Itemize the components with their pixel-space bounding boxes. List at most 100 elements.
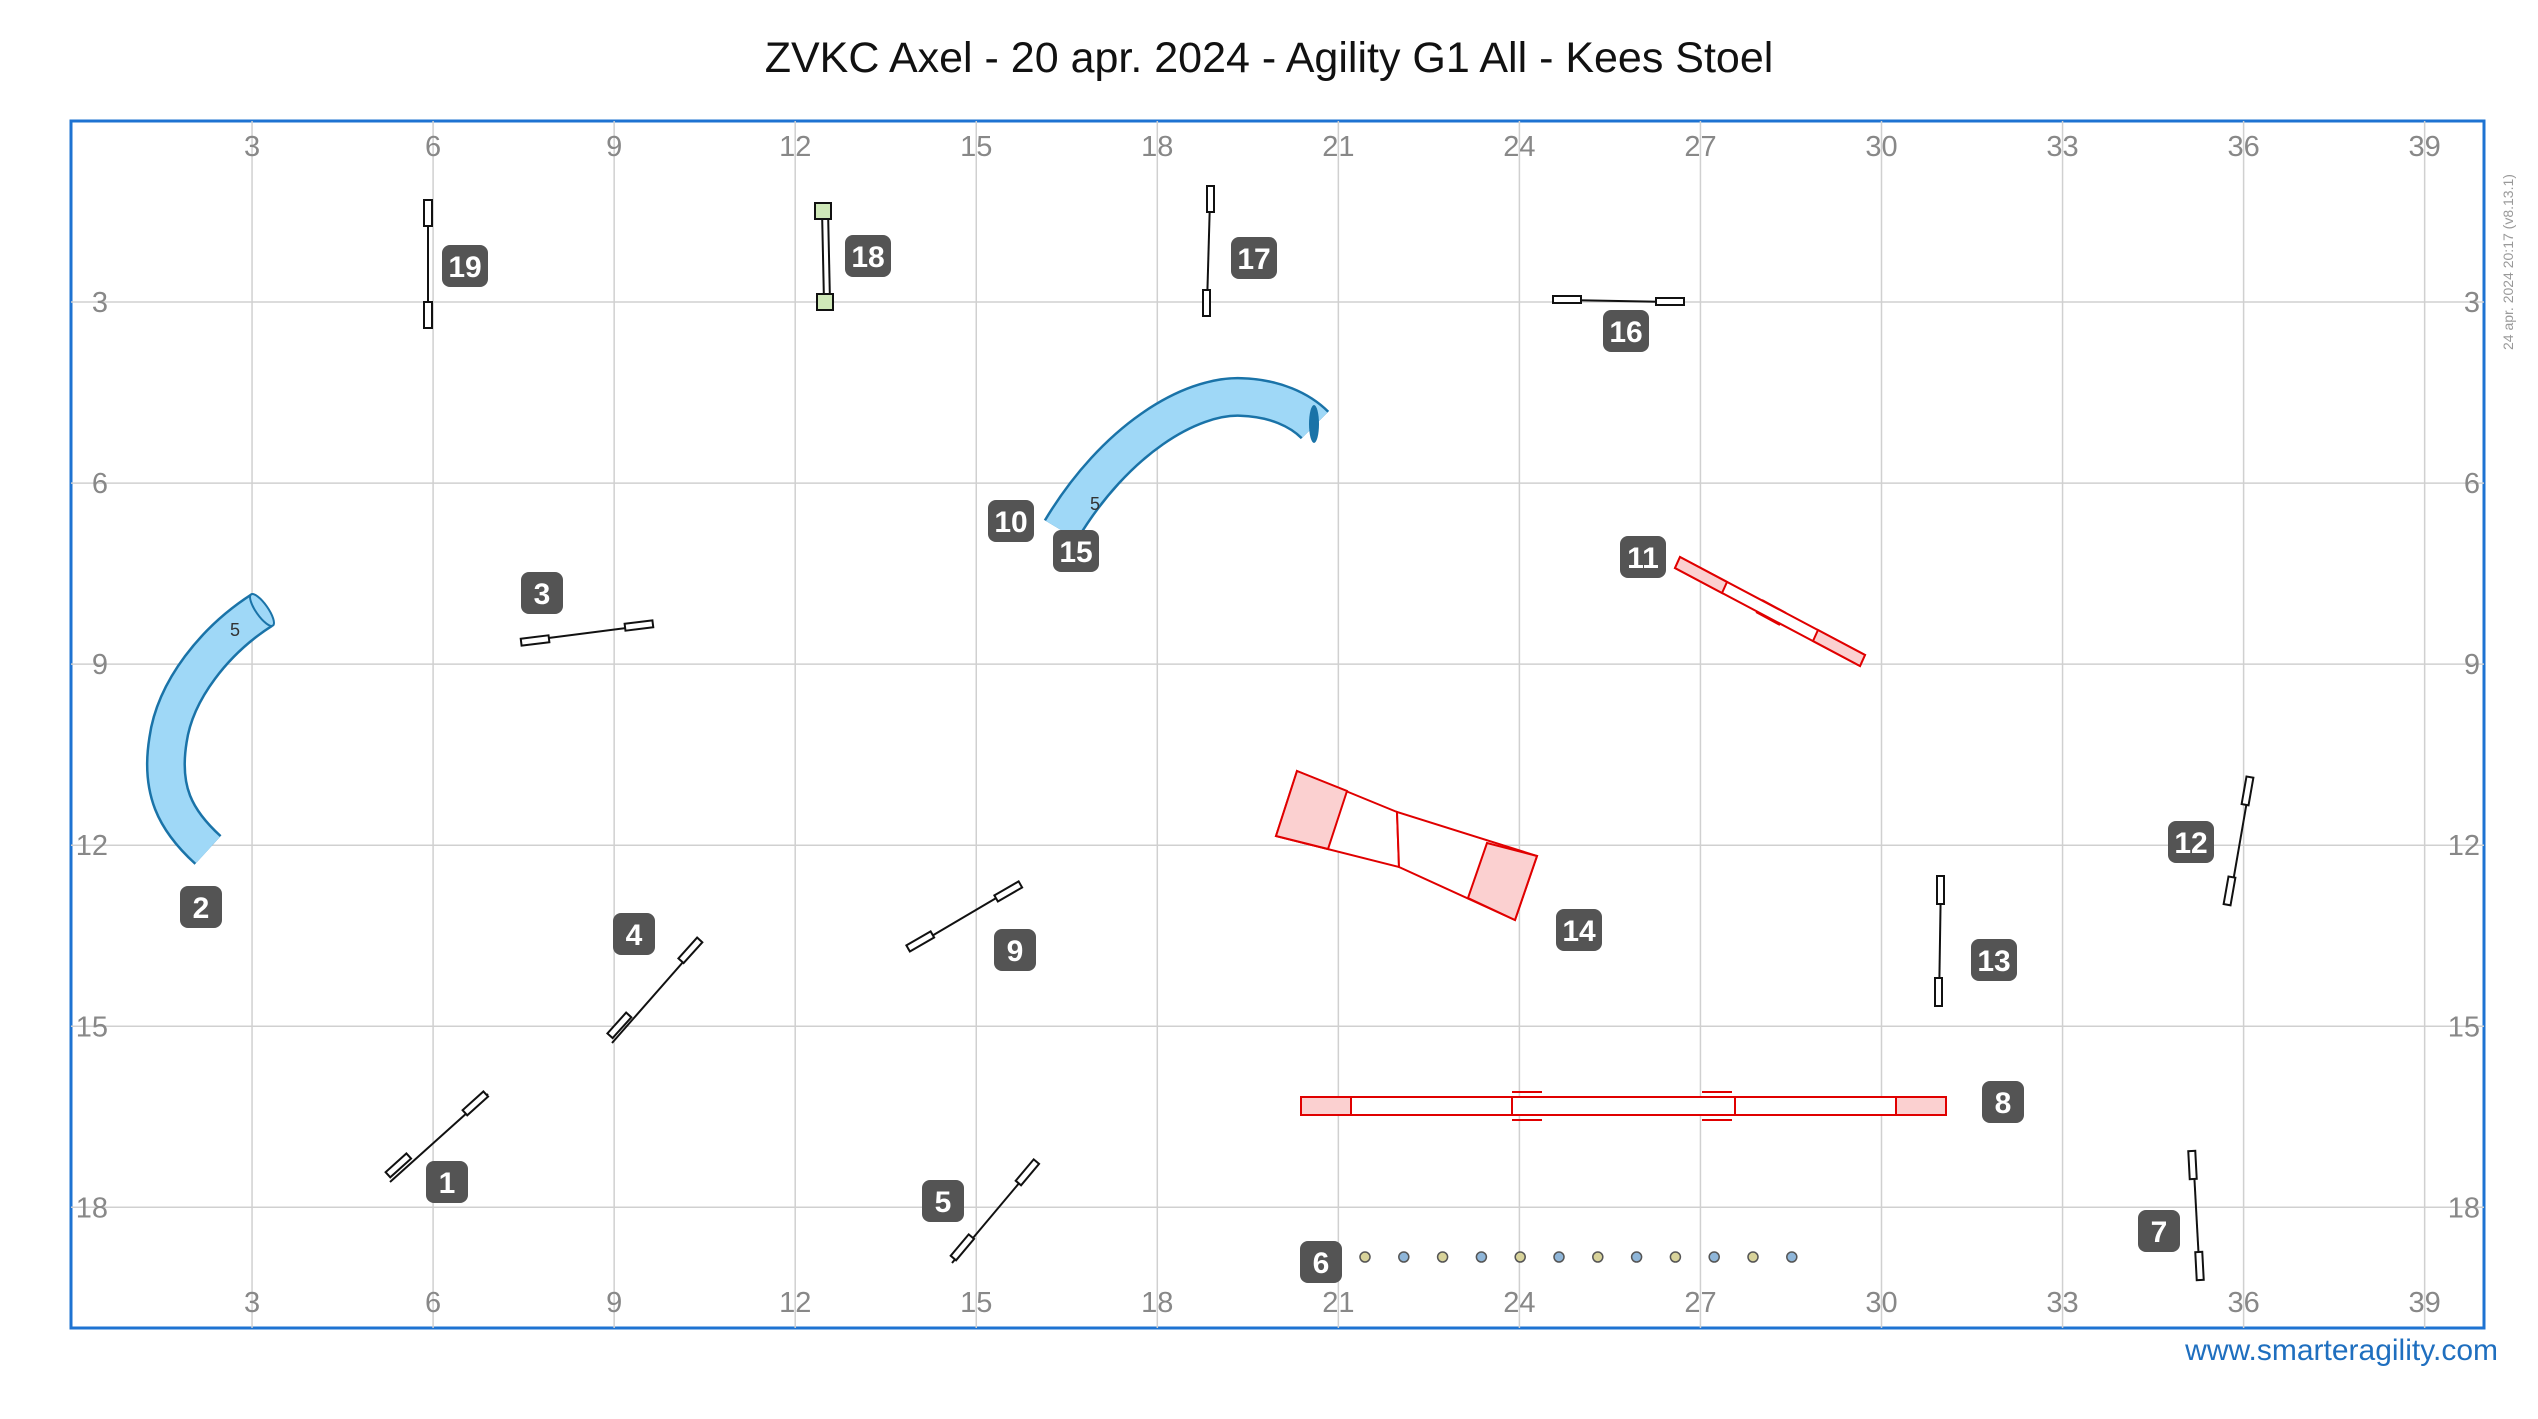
jump-13[interactable] — [1934, 875, 1945, 1007]
obstacle-number-label: 9 — [1007, 935, 1024, 968]
obstacle-number-9: 9 — [994, 929, 1036, 971]
y-tick-label-left: 3 — [92, 287, 108, 319]
x-tick-label-bottom: 33 — [2046, 1287, 2078, 1319]
axis-labels: 3366991212151518182121242427273030333336… — [76, 131, 2480, 1319]
obstacle-number-label: 18 — [851, 241, 884, 274]
obstacle-number-label: 6 — [1313, 1247, 1330, 1280]
weave-6[interactable] — [1359, 1251, 1798, 1263]
y-tick-label-right: 3 — [2464, 287, 2480, 319]
x-tick-label-top: 6 — [425, 131, 441, 163]
obstacle-number-8: 8 — [1982, 1081, 2024, 1123]
obstacle-number-label: 13 — [1977, 945, 2010, 978]
y-tick-label-left: 12 — [76, 830, 108, 862]
weave-pole — [1592, 1251, 1604, 1263]
tunnel-2[interactable]: 5 — [145, 591, 278, 865]
tunnel-length-label: 5 — [230, 620, 240, 640]
obstacle-number-15: 15 — [1053, 530, 1099, 572]
tunnel-length-label: 5 — [1090, 494, 1100, 514]
obstacle-number-12: 12 — [2168, 821, 2214, 863]
weave-pole — [1786, 1251, 1798, 1263]
footer-url[interactable]: www.smarteragility.com — [2185, 1334, 2498, 1367]
weave-pole — [1398, 1251, 1410, 1263]
jump-4[interactable] — [605, 936, 704, 1044]
jump-16[interactable] — [1552, 295, 1685, 306]
seesaw-11[interactable] — [1673, 555, 1867, 668]
y-tick-label-left: 9 — [92, 649, 108, 681]
obstacle-number-3: 3 — [521, 572, 563, 614]
obstacle-number-17: 17 — [1231, 237, 1277, 279]
obstacle-number-label: 7 — [2151, 1216, 2168, 1249]
obstacle-number-label: 17 — [1237, 243, 1270, 276]
jump-7[interactable] — [2187, 1149, 2205, 1282]
obstacle-number-label: 3 — [534, 578, 551, 611]
dogwalk-8[interactable] — [1300, 1091, 1947, 1121]
jump-18[interactable] — [814, 202, 834, 311]
jump-1[interactable] — [384, 1089, 490, 1183]
weave-pole — [1630, 1251, 1643, 1263]
obstacle-number-6: 6 — [1300, 1241, 1342, 1283]
obstacle-number-2: 2 — [180, 886, 222, 928]
x-tick-label-top: 30 — [1865, 131, 1897, 163]
jump-5[interactable] — [949, 1157, 1041, 1264]
obstacle-number-label: 4 — [626, 919, 643, 952]
obstacle-number-11: 11 — [1620, 536, 1666, 578]
obstacle-number-label: 5 — [935, 1186, 952, 1219]
y-tick-label-right: 18 — [2448, 1192, 2480, 1224]
jump-9[interactable] — [905, 880, 1024, 953]
weave-pole — [1708, 1251, 1720, 1263]
x-tick-label-top: 12 — [779, 131, 811, 163]
obstacle-number-4: 4 — [613, 913, 655, 955]
x-tick-label-top: 18 — [1141, 131, 1173, 163]
weave-pole — [1669, 1251, 1682, 1263]
obstacle-number-13: 13 — [1971, 939, 2017, 981]
obstacle-number-label: 10 — [994, 506, 1027, 539]
aframe-14[interactable] — [1274, 769, 1539, 922]
x-tick-label-top: 15 — [960, 131, 992, 163]
obstacle-number-16: 16 — [1603, 310, 1649, 352]
obstacle-number-label: 1 — [439, 1167, 456, 1200]
weave-pole — [1514, 1251, 1526, 1263]
y-tick-label-left: 18 — [76, 1192, 108, 1224]
x-tick-label-bottom: 12 — [779, 1287, 811, 1319]
x-tick-label-bottom: 21 — [1322, 1287, 1354, 1319]
x-tick-label-top: 33 — [2046, 131, 2078, 163]
x-tick-label-top: 3 — [244, 131, 260, 163]
x-tick-label-top: 9 — [606, 131, 622, 163]
obstacle-number-10: 10 — [988, 500, 1034, 542]
y-tick-label-right: 12 — [2448, 830, 2480, 862]
x-tick-label-top: 24 — [1503, 131, 1535, 163]
x-tick-label-bottom: 9 — [606, 1287, 622, 1319]
x-tick-label-bottom: 15 — [960, 1287, 992, 1319]
x-tick-label-bottom: 6 — [425, 1287, 441, 1319]
obstacle-number-label: 15 — [1059, 536, 1092, 569]
x-tick-label-top: 39 — [2409, 131, 2441, 163]
x-tick-label-bottom: 18 — [1141, 1287, 1173, 1319]
grid — [71, 121, 2484, 1328]
x-tick-label-top: 27 — [1684, 131, 1716, 163]
obstacle-number-label: 19 — [448, 251, 481, 284]
jump-19[interactable] — [423, 199, 433, 329]
y-tick-label-left: 6 — [92, 468, 108, 500]
x-tick-label-bottom: 24 — [1503, 1287, 1535, 1319]
x-tick-label-bottom: 3 — [244, 1287, 260, 1319]
tunnel-10-15[interactable]: 5 — [1043, 376, 1330, 541]
version-stamp: 24 apr. 2024 20:17 (v8.13.1) — [2500, 174, 2516, 350]
obstacle-number-19: 19 — [442, 245, 488, 287]
x-tick-label-bottom: 39 — [2409, 1287, 2441, 1319]
obstacle-number-label: 16 — [1609, 316, 1642, 349]
x-tick-label-bottom: 36 — [2227, 1287, 2259, 1319]
obstacle-number-5: 5 — [922, 1180, 964, 1222]
obstacle-number-14: 14 — [1556, 909, 1602, 951]
weave-pole — [1436, 1251, 1449, 1263]
weave-pole — [1359, 1251, 1371, 1263]
obstacle-number-label: 2 — [193, 892, 210, 925]
weave-pole — [1747, 1251, 1759, 1263]
x-tick-label-top: 21 — [1322, 131, 1354, 163]
jump-17[interactable] — [1202, 185, 1215, 317]
y-tick-label-right: 9 — [2464, 649, 2480, 681]
jump-3[interactable] — [519, 619, 655, 647]
x-tick-label-bottom: 27 — [1684, 1287, 1716, 1319]
jump-12[interactable] — [2222, 775, 2255, 907]
y-tick-label-right: 15 — [2448, 1011, 2480, 1043]
